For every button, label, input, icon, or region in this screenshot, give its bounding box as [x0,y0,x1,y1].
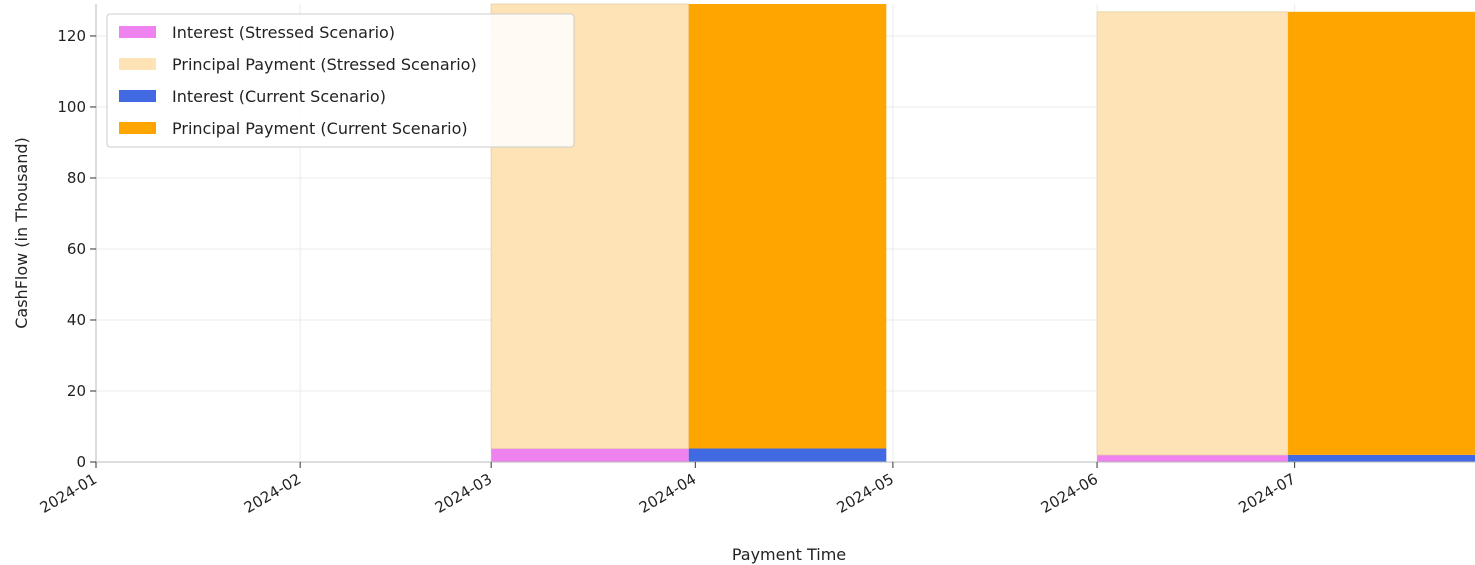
bar-principal-payment-stressed-scenario [1096,11,1289,456]
legend-label: Principal Payment (Current Scenario) [172,119,468,138]
legend-swatch [119,58,156,70]
legend-frame [106,13,575,148]
y-axis-title: CashFlow (in Thousand) [12,137,31,329]
axes [95,4,1475,463]
x-tick-label: 2024-07 [1235,470,1298,517]
x-tick-label: 2024-03 [432,470,495,517]
x-tick-label: 2024-02 [241,470,304,517]
y-axis-ticks: 0 20 40 60 80 100 120 [57,27,96,471]
bar-principal-payment-current-scenario [1288,11,1475,455]
y-tick-label: 100 [57,98,86,116]
legend-swatch [119,122,156,134]
x-axis-title: Payment Time [732,545,846,564]
legend-items: Interest (Stressed Scenario) Principal Pa… [119,23,477,138]
legend-label: Interest (Current Scenario) [172,87,386,106]
legend-label: Principal Payment (Stressed Scenario) [172,55,477,74]
y-tick-label: 120 [57,27,86,45]
bars [490,3,1475,462]
bar-interest-stressed-scenario [1097,454,1289,462]
bar-interest-stressed-scenario [491,448,689,462]
y-tick-label: 0 [76,453,86,471]
y-tick-label: 80 [67,169,86,187]
legend-label: Interest (Stressed Scenario) [172,23,395,42]
legend: Interest (Stressed Scenario) Principal Pa… [106,13,575,148]
legend-swatch [119,90,156,102]
bar-principal-payment-current-scenario [688,4,887,449]
bar-interest-current-scenario [1288,454,1475,462]
y-tick-label: 40 [67,311,86,329]
x-tick-label: 2024-01 [37,470,100,517]
bar-interest-current-scenario [688,448,887,462]
x-axis-ticks: 2024-01 2024-02 2024-03 2024-04 2024-05 2024-… [37,462,1299,517]
x-tick-label: 2024-05 [834,470,897,517]
x-tick-label: 2024-04 [636,470,699,517]
y-tick-label: 20 [67,382,86,400]
x-tick-label: 2024-06 [1038,470,1101,517]
y-tick-label: 60 [67,240,86,258]
legend-swatch [119,26,156,38]
